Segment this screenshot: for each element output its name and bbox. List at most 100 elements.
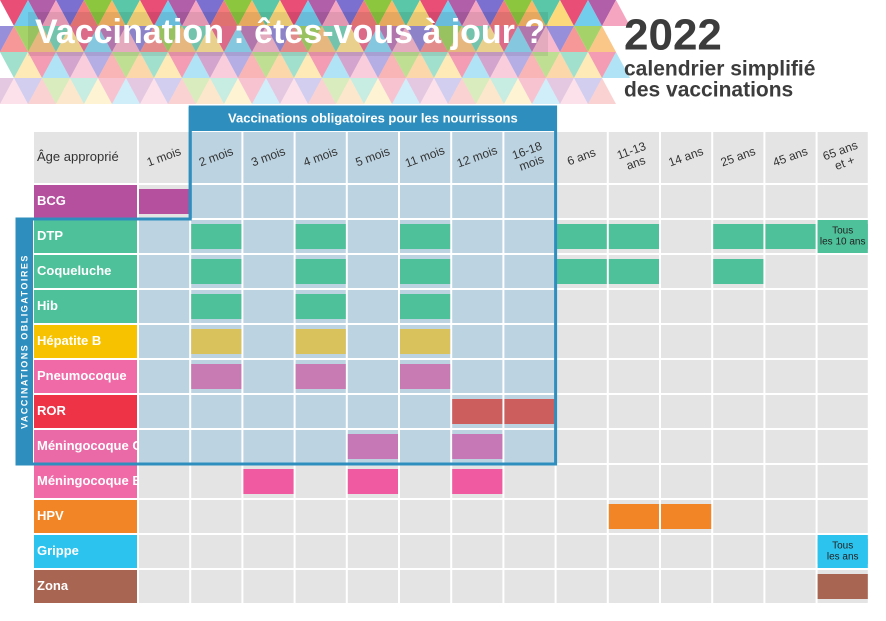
cell xyxy=(243,185,294,218)
cell xyxy=(765,395,816,428)
dose-cell xyxy=(243,469,294,494)
triangle xyxy=(406,0,434,26)
triangle xyxy=(238,52,266,78)
row-label: DTP xyxy=(37,228,63,243)
triangle xyxy=(0,26,28,52)
cell xyxy=(817,430,868,463)
triangle xyxy=(154,52,182,78)
header-cell xyxy=(556,132,607,183)
cell xyxy=(504,360,555,393)
dose-cell xyxy=(347,434,398,459)
group-band xyxy=(190,107,556,131)
triangle xyxy=(266,26,294,52)
triangle xyxy=(574,26,602,52)
dose-cell xyxy=(556,259,607,284)
triangle xyxy=(308,26,336,52)
column-label: et + xyxy=(833,153,857,173)
cell xyxy=(347,290,398,323)
triangle xyxy=(0,78,14,104)
cell xyxy=(504,570,555,603)
triangle xyxy=(98,78,126,104)
row-label: Hib xyxy=(37,298,58,313)
triangle xyxy=(448,78,476,104)
cell xyxy=(191,535,242,568)
cell xyxy=(243,360,294,393)
triangle xyxy=(336,52,364,78)
triangle xyxy=(182,78,210,104)
cell xyxy=(661,535,712,568)
triangle xyxy=(602,0,630,26)
cell xyxy=(504,185,555,218)
note: les 10 ans xyxy=(820,237,866,248)
triangle xyxy=(448,26,476,52)
note: Tous xyxy=(832,541,853,552)
cell xyxy=(661,360,712,393)
cell xyxy=(608,185,659,218)
dose-cell xyxy=(400,224,451,249)
triangle xyxy=(392,52,420,78)
triangle xyxy=(462,78,490,104)
triangle xyxy=(308,52,336,78)
triangle xyxy=(168,78,196,104)
header-cell xyxy=(400,132,451,183)
cell xyxy=(661,430,712,463)
cell xyxy=(191,185,242,218)
triangle xyxy=(546,0,574,26)
cell xyxy=(713,465,764,498)
dose-cell xyxy=(295,224,346,249)
triangle xyxy=(266,52,294,78)
cell xyxy=(765,500,816,533)
cell xyxy=(661,325,712,358)
triangle xyxy=(196,78,224,104)
triangle xyxy=(490,26,518,52)
triangle xyxy=(532,78,560,104)
triangle xyxy=(378,52,406,78)
triangle xyxy=(364,52,392,78)
cell xyxy=(243,500,294,533)
triangle xyxy=(98,0,126,26)
cell xyxy=(191,430,242,463)
cell xyxy=(817,290,868,323)
row-label-cell xyxy=(34,500,137,533)
triangle xyxy=(434,78,462,104)
triangle xyxy=(42,52,70,78)
triangle xyxy=(378,26,406,52)
cell xyxy=(139,290,190,323)
cell xyxy=(139,465,190,498)
triangle xyxy=(448,52,476,78)
cell xyxy=(139,325,190,358)
cell xyxy=(347,185,398,218)
triangle xyxy=(252,26,280,52)
triangle xyxy=(42,78,70,104)
row-label: HPV xyxy=(37,508,64,523)
cell xyxy=(400,430,451,463)
triangle xyxy=(98,26,126,52)
group-band xyxy=(17,219,33,464)
triangle xyxy=(14,52,42,78)
triangle xyxy=(406,52,434,78)
triangle xyxy=(14,26,42,52)
triangle xyxy=(154,78,182,104)
triangle xyxy=(574,52,602,78)
cell xyxy=(765,465,816,498)
triangle xyxy=(140,26,168,52)
triangle xyxy=(70,52,98,78)
triangle xyxy=(280,52,308,78)
cell xyxy=(139,360,190,393)
triangle xyxy=(154,0,182,26)
cell xyxy=(400,500,451,533)
dose-cell xyxy=(608,504,659,529)
triangle xyxy=(350,0,378,26)
cell xyxy=(452,220,503,253)
row-label: Grippe xyxy=(37,543,79,558)
triangle xyxy=(392,26,420,52)
triangle xyxy=(84,26,112,52)
triangle xyxy=(588,26,616,52)
cell xyxy=(713,395,764,428)
row-label-cell xyxy=(34,430,137,463)
header-cell xyxy=(139,132,190,183)
triangle xyxy=(98,52,126,78)
triangle xyxy=(518,78,546,104)
cell xyxy=(817,360,868,393)
triangle xyxy=(322,78,350,104)
